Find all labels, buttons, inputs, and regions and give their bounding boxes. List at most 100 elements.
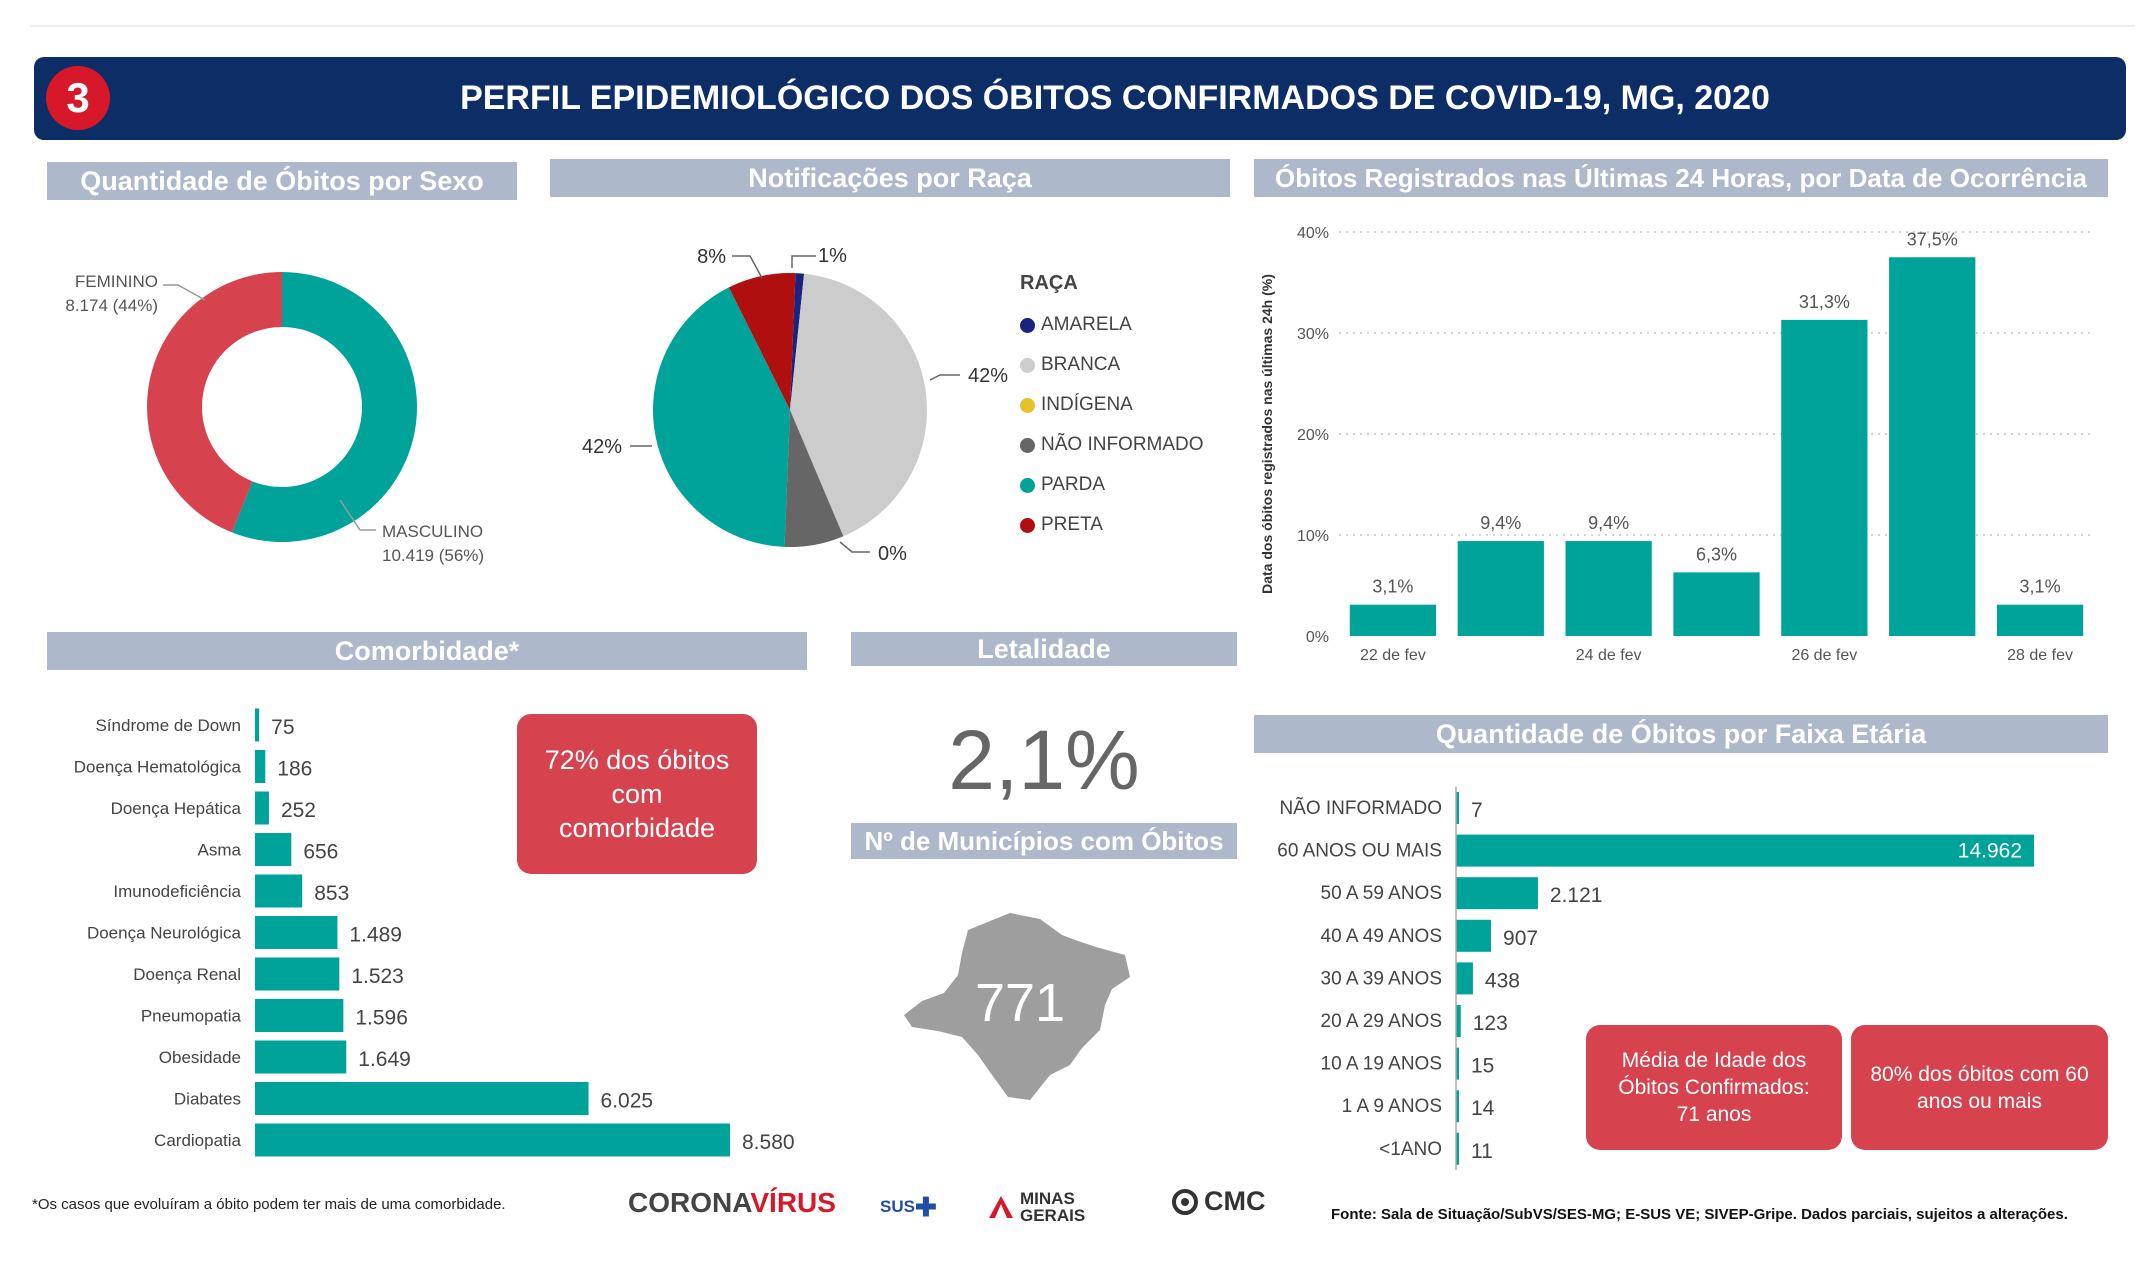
bar-nao-informado <box>1456 792 1459 824</box>
cmc-logo: CMC <box>1170 1186 1266 1217</box>
bar-27-de-fev <box>1889 257 1976 636</box>
section-header-municipios: Nº de Municípios com Óbitos <box>851 823 1237 859</box>
category-label-obesidade: Obesidade <box>159 1048 241 1067</box>
bar-value-asma: 656 <box>303 841 338 864</box>
bar-doenca-neurologica <box>255 916 338 949</box>
donut-label-feminino: FEMININO 8.174 (44%) <box>60 270 158 318</box>
category-label-cardiopatia: Cardiopatia <box>154 1131 241 1150</box>
category-label-40-a-49-anos: 40 A 49 ANOS <box>1321 926 1442 947</box>
category-label-60-anos-ou-mais: 60 ANOS OU MAIS <box>1277 841 1442 862</box>
bar-40-a-49-anos <box>1456 919 1492 952</box>
pie-label-amarela: 1% <box>818 245 847 267</box>
page-title: PERFIL EPIDEMIOLÓGICO DOS ÓBITOS CONFIRM… <box>460 79 1770 117</box>
category-label-sindrome-de-down: Síndrome de Down <box>95 716 241 735</box>
section-header-comorbidade: Comorbidade* <box>47 632 807 670</box>
bar-value-label: 37,5% <box>1907 229 1958 249</box>
legend-item-nao-informado: NÃO INFORMADO <box>1020 425 1204 465</box>
category-label-1ano: <1ANO <box>1379 1139 1442 1160</box>
category-label-doenca-hematologica: Doença Hematológica <box>74 758 242 777</box>
top-divider <box>30 25 2135 27</box>
category-label-doenca-renal: Doença Renal <box>133 965 241 984</box>
cmc-circle-icon <box>1172 1188 1198 1215</box>
bar-25-de-fev <box>1673 572 1760 636</box>
y-tick-label: 20% <box>1297 427 1329 444</box>
legend-dot-nao-informado <box>1020 437 1035 453</box>
callout-comorbidade: 72% dos óbitos com comorbidade <box>517 714 757 874</box>
legend-dot-preta <box>1020 517 1035 533</box>
donut-slice-feminino <box>147 272 282 533</box>
bar-value-1ano: 11 <box>1471 1140 1493 1163</box>
raca-legend-title: RAÇA <box>1020 272 1078 294</box>
pie-leader-branca <box>929 374 960 381</box>
category-label-doenca-hepatica: Doença Hepática <box>111 799 242 818</box>
bar-value-50-a-59-anos: 2.121 <box>1550 884 1603 907</box>
footnote: *Os casos que evoluíram a óbito podem te… <box>32 1196 506 1213</box>
bar-value-imunodeficiencia: 853 <box>314 882 349 905</box>
pie-slice-preta <box>728 273 796 410</box>
section-header-sexo: Quantidade de Óbitos por Sexo <box>47 162 517 200</box>
pie-leader-amarela <box>791 255 816 268</box>
donut-label-feminino-name: FEMININO <box>74 272 158 291</box>
pie-leader-nao-informado <box>839 541 870 553</box>
sus-logo: SUS✚ <box>880 1192 937 1222</box>
corona-logo-b: VÍRUS <box>750 1187 836 1218</box>
donut-label-masculino: MASCULINO 10.419 (56%) <box>382 520 484 568</box>
section-header-faixa: Quantidade de Óbitos por Faixa Etária <box>1254 715 2108 753</box>
legend-item-branca: BRANCA <box>1020 345 1204 385</box>
bar-30-a-39-anos <box>1456 962 1473 995</box>
bar-1-a-9-anos <box>1456 1090 1459 1123</box>
ultimas24-bar-chart: 0% 10% 20% 30% 40% Data dos óbitos registrado… <box>1259 225 2094 664</box>
x-tick-label: 26 de fev <box>1791 647 1857 664</box>
source-text: Fonte: Sala de Situação/SubVS/SES-MG; E-… <box>1331 1206 2068 1223</box>
category-label-diabates: Diabates <box>174 1090 241 1109</box>
bar-doenca-hematologica <box>255 750 266 783</box>
bar-23-de-fev <box>1457 541 1544 636</box>
pie-label-preta: 8% <box>697 246 726 268</box>
coronavirus-logo: CORONAVÍRUS <box>628 1187 836 1219</box>
pie-slice-parda <box>653 287 790 547</box>
bar-value-doenca-neurologica: 1.489 <box>349 924 402 947</box>
category-label-pneumopatia: Pneumopatia <box>141 1007 242 1026</box>
raca-legend: RAÇA AMARELA BRANCA INDÍGENA NÃO INFORMADO P… <box>1020 272 1204 545</box>
section-header-letalidade: Letalidade <box>851 632 1237 666</box>
category-label-imunodeficiencia: Imunodeficiência <box>113 882 241 901</box>
title-banner: 3 PERFIL EPIDEMIOLÓGICO DOS ÓBITOS CONFI… <box>34 57 2126 140</box>
bar-value-doenca-hematologica: 186 <box>277 758 312 781</box>
category-label-asma: Asma <box>198 841 242 860</box>
bar-imunodeficiencia <box>255 874 303 908</box>
y-axis-label: Data dos óbitos registrados nas últimas … <box>1259 274 1275 594</box>
minas-triangle-icon <box>989 1196 1013 1218</box>
bar-value-20-a-29-anos: 123 <box>1473 1012 1508 1035</box>
y-tick-label: 10% <box>1297 528 1329 545</box>
bar-22-de-fev <box>1349 604 1437 636</box>
callout-media-idade: Média de Idade dos Óbitos Confirmados: 7… <box>1586 1025 1842 1150</box>
cmc-logo-text: CMC <box>1204 1186 1266 1216</box>
bar-value-1-a-9-anos: 14 <box>1471 1097 1495 1120</box>
donut-label-feminino-value: 8.174 (44%) <box>65 296 158 315</box>
bar-value-30-a-39-anos: 438 <box>1485 969 1520 992</box>
callout-sessenta: 80% dos óbitos com 60 anos ou mais <box>1851 1025 2108 1150</box>
bar-1ano <box>1456 1132 1459 1165</box>
bar-value-10-a-19-anos: 15 <box>1471 1055 1494 1078</box>
pie-label-parda: 42% <box>582 436 622 458</box>
legend-item-parda: PARDA <box>1020 465 1204 505</box>
category-label-10-a-19-anos: 10 A 19 ANOS <box>1321 1054 1442 1075</box>
bar-24-de-fev <box>1565 541 1652 636</box>
bar-value-nao-informado: 7 <box>1471 799 1483 822</box>
category-label-1-a-9-anos: 1 A 9 ANOS <box>1342 1096 1442 1117</box>
bar-50-a-59-anos <box>1456 877 1538 910</box>
legend-label-amarela: AMARELA <box>1041 314 1132 335</box>
x-tick-label: 22 de fev <box>1360 647 1426 664</box>
bar-value-label: 3,1% <box>1372 577 1413 597</box>
pie-slice-amarela <box>790 273 805 410</box>
bar-value-pneumopatia: 1.596 <box>355 1007 408 1030</box>
bar-value-60-anos-ou-mais: 14.962 <box>1958 840 2022 863</box>
bar-value-label: 9,4% <box>1588 513 1629 533</box>
bar-value-label: 6,3% <box>1696 544 1737 564</box>
bar-sindrome-de-down <box>255 708 260 742</box>
legend-label-branca: BRANCA <box>1041 354 1121 375</box>
legend-dot-parda <box>1020 477 1035 493</box>
sexo-donut-chart <box>147 272 418 542</box>
corona-logo-a: CORONA <box>628 1187 751 1218</box>
category-label-30-a-39-anos: 30 A 39 ANOS <box>1321 968 1442 989</box>
